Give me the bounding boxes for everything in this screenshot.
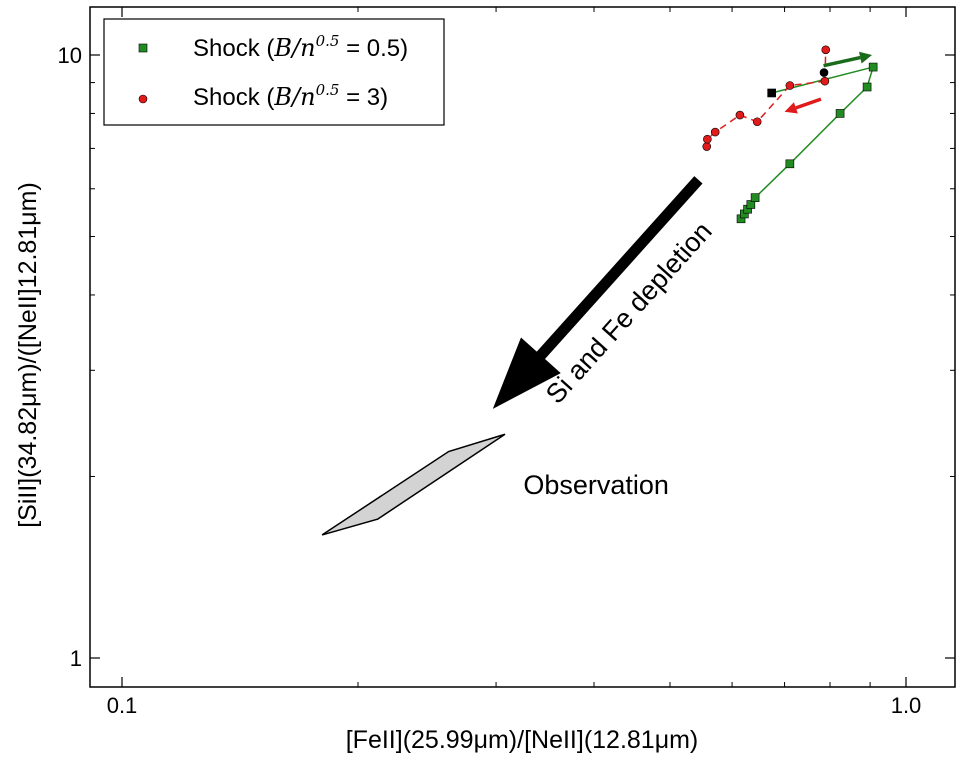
trend-arrow-0-shaft [823, 55, 861, 68]
data-point-square [868, 62, 878, 72]
plot-frame [89, 6, 956, 688]
data-point-circle [710, 127, 720, 137]
legend-entry-prefix: Shock ( [193, 84, 274, 111]
legend-circle-marker [138, 94, 148, 104]
series-line-1 [706, 49, 827, 147]
annotation-observation: Observation [523, 470, 669, 500]
data-point-circle [702, 142, 712, 151]
legend-entry-math: B/n [273, 83, 315, 111]
y-axis-label: [SiII](34.82μm)/([NeII]12.81μm) [14, 182, 42, 528]
ticks-layer [90, 7, 955, 687]
data-point-square [750, 193, 760, 202]
legend-entry-suffix: = 3) [339, 84, 388, 111]
legend-marker-square [138, 43, 148, 53]
legend-entry-suffix: = 0.5) [339, 35, 408, 62]
data-point-circle [785, 81, 795, 90]
trend-arrow-0 [823, 51, 873, 68]
series-layer [702, 45, 878, 224]
data-point-circle [735, 110, 745, 120]
trend-arrow-1-shaft [795, 97, 822, 110]
trend-arrow-0-head [859, 51, 873, 64]
trend-arrow-1-head [784, 102, 798, 114]
data-point-circle [820, 76, 830, 86]
x-tick-label: 0.1 [107, 693, 138, 718]
data-point-circle [752, 117, 762, 127]
legend-marker-circle [138, 94, 148, 104]
legend-entry-shock-3: Shock (B/n0.5 = 3) [193, 81, 388, 111]
x-tick-label: 1.0 [891, 693, 922, 718]
trend-arrow-1 [784, 97, 822, 114]
legend: Shock (B/n0.5 = 0.5) Shock (B/n0.5 = 3) [103, 18, 445, 126]
observation-region-layer [321, 433, 506, 536]
legend-entry-shock-0-5: Shock (B/n0.5 = 0.5) [193, 32, 408, 62]
arrow-layer [492, 51, 873, 409]
x-axis-label: [FeII](25.99μm)/[NeII](12.81μm) [346, 726, 699, 754]
legend-entry-math: B/n [273, 34, 315, 62]
y-tick-label: 10 [58, 43, 82, 68]
data-point-square [862, 82, 872, 92]
legend-entry-prefix: Shock ( [193, 35, 274, 62]
data-point-black-circle [819, 68, 829, 77]
data-point-circle [703, 134, 712, 144]
tick-labels: 0.1 1.0 1 10 [58, 43, 922, 718]
depletion-arrow [492, 176, 703, 409]
data-point-square [835, 109, 845, 118]
legend-entry-exponent: 0.5 [316, 32, 340, 50]
y-tick-label: 1 [70, 646, 82, 671]
plot-layer [321, 45, 878, 536]
observation-region [321, 433, 506, 536]
data-point-black-square [767, 88, 776, 98]
legend-box [103, 18, 445, 126]
legend-entry-exponent: 0.5 [316, 81, 340, 99]
legend-square-marker [138, 43, 148, 53]
data-point-circle [821, 45, 831, 55]
data-point-square [785, 159, 795, 169]
